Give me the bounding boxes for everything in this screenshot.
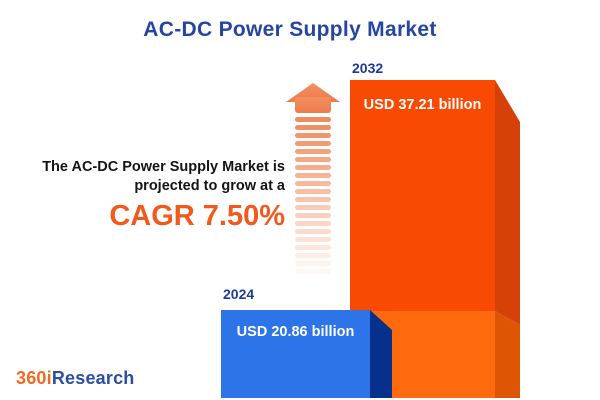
arrow-head-body [295, 97, 331, 113]
arrow-stripe [295, 197, 331, 202]
growth-arrow-stripes [295, 117, 331, 277]
arrow-stripe [295, 165, 331, 170]
brand-logo-research: Research [51, 368, 135, 388]
annotation-line-1: The AC-DC Power Supply Market is [42, 159, 285, 175]
bar-2032-front-upper [350, 80, 495, 311]
bar-2032-side-upper [495, 80, 520, 325]
cagr-value: CAGR 7.50% [109, 200, 285, 232]
bar-2032-side-lower [495, 311, 520, 398]
arrow-stripe [295, 149, 331, 154]
arrow-stripe [295, 261, 331, 266]
arrow-stripe [295, 213, 331, 218]
bar-label-year-2024: 2024 [223, 286, 255, 302]
arrow-stripe [295, 253, 331, 258]
arrow-stripe [295, 205, 331, 210]
page-title: AC-DC Power Supply Market [143, 18, 437, 41]
arrow-stripe [295, 221, 331, 226]
bar-value-2024: USD 20.86 billion [236, 324, 355, 340]
brand-logo-360i: 360i [16, 368, 52, 388]
brand-logo: 360iResearch [16, 368, 135, 389]
arrow-stripe [295, 189, 331, 194]
growth-annotation: The AC-DC Power Supply Market is project… [5, 158, 285, 233]
arrow-stripe [295, 117, 331, 122]
arrow-stripe [295, 125, 331, 130]
arrow-stripe [295, 141, 331, 146]
arrow-stripe [295, 269, 331, 274]
bar-label-year-2032: 2032 [352, 60, 384, 76]
arrow-stripe [295, 237, 331, 242]
growth-arrow-up-icon [286, 83, 340, 113]
arrow-stripe [295, 229, 331, 234]
arrow-stripe [295, 181, 331, 186]
bar-2024-front [221, 310, 370, 398]
bar-2024-side [370, 310, 392, 398]
annotation-line-2: projected to grow at a [134, 178, 285, 194]
arrow-stripe [295, 173, 331, 178]
bar-value-2032: USD 37.21 billion [363, 97, 482, 113]
arrow-stripe [295, 157, 331, 162]
arrow-stripe [295, 245, 331, 250]
arrow-stripe [295, 133, 331, 138]
